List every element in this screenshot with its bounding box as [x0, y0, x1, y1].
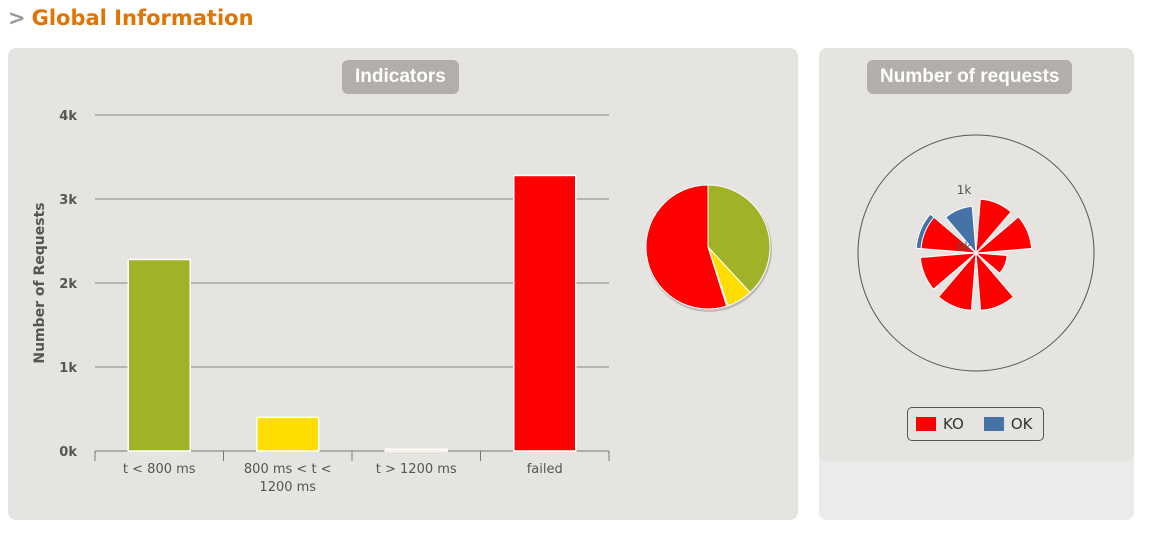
requests-title: Number of requests [867, 60, 1073, 94]
polar-slice [919, 252, 978, 290]
bar [127, 258, 191, 452]
polar-slice [944, 205, 977, 255]
indicators-bar-chart: 0k 1k 2k 3k 4k Number of Requests t < 800 ms 80… [32, 109, 610, 495]
x-tick-label: 800 ms < t < [244, 462, 332, 477]
y-tick-label: 0k [59, 445, 77, 460]
polar-radial-label: 1k [957, 183, 972, 197]
y-tick-label: 1k [59, 361, 77, 376]
x-tick-label: t < 800 ms [123, 462, 196, 477]
polar-slice [915, 213, 935, 250]
legend-swatch-ko [916, 417, 936, 431]
section-title: > Global Information [8, 6, 254, 30]
y-tick-label: 3k [59, 193, 77, 208]
polar-slice [975, 251, 1015, 311]
legend-swatch-ok [983, 417, 1004, 431]
y-tick-label: 2k [59, 277, 77, 292]
bar [256, 416, 320, 452]
section-title-text: Global Information [31, 6, 254, 30]
polar-slice [975, 198, 1012, 255]
indicators-title: Indicators [342, 60, 459, 94]
indicators-pie-chart [645, 184, 772, 312]
x-tick-label: failed [527, 462, 563, 477]
legend-label-ko: KO [943, 415, 964, 433]
legend-label-ok: OK [1010, 415, 1033, 433]
requests-legend: KO OK [907, 407, 1044, 441]
legend-item-ko[interactable]: KO [916, 415, 964, 433]
y-tick-label: 4k [59, 109, 77, 124]
polar-slice [974, 252, 1008, 274]
polar-slice [974, 216, 1033, 254]
pie-slice [645, 184, 728, 310]
x-tick-label: 1200 ms [259, 480, 316, 495]
polar-outer-ring [857, 134, 1095, 372]
bar [513, 174, 577, 452]
polar-slice [937, 251, 977, 311]
polar-radial-label: 0k [957, 240, 972, 254]
y-axis-label: Number of Requests [32, 202, 48, 363]
bar [384, 448, 448, 452]
legend-item-ok[interactable]: OK [983, 415, 1033, 433]
requests-polar-chart: 1k 0k [857, 134, 1095, 372]
pie-slice [707, 184, 771, 294]
x-tick-label: t > 1200 ms [376, 462, 457, 477]
section-arrow-icon: > [8, 6, 26, 30]
